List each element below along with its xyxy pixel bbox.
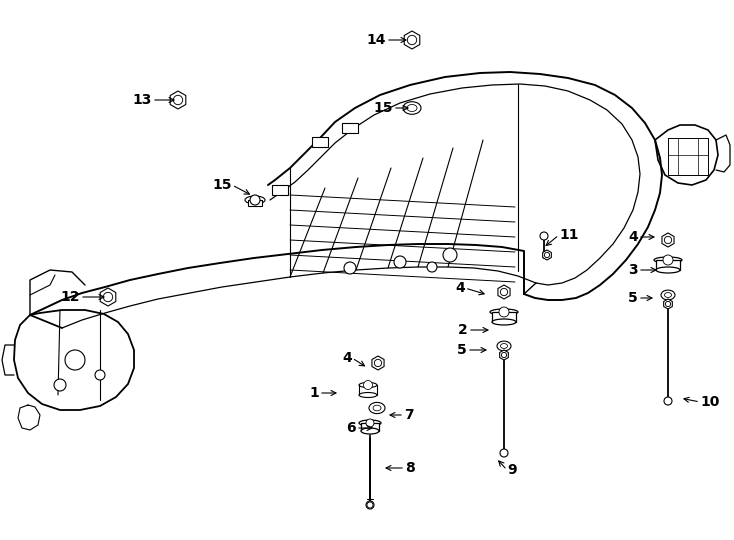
Polygon shape <box>500 350 509 360</box>
Ellipse shape <box>492 319 516 325</box>
Circle shape <box>500 449 508 457</box>
Bar <box>656 260 680 270</box>
Ellipse shape <box>664 293 672 298</box>
Circle shape <box>664 397 672 405</box>
Ellipse shape <box>490 309 518 315</box>
Circle shape <box>499 307 509 317</box>
Text: 2: 2 <box>458 323 468 337</box>
Polygon shape <box>404 31 420 49</box>
Circle shape <box>666 301 671 307</box>
Text: 12: 12 <box>60 290 80 304</box>
Text: 1: 1 <box>309 386 319 400</box>
Polygon shape <box>662 233 674 247</box>
Ellipse shape <box>369 402 385 414</box>
Circle shape <box>664 237 672 244</box>
Bar <box>361 423 379 431</box>
Text: 5: 5 <box>457 343 467 357</box>
Circle shape <box>407 35 417 45</box>
Ellipse shape <box>403 102 421 114</box>
Text: 13: 13 <box>133 93 152 107</box>
Ellipse shape <box>359 382 377 388</box>
Circle shape <box>501 288 508 295</box>
Bar <box>272 185 288 195</box>
Ellipse shape <box>661 290 675 300</box>
Text: 14: 14 <box>366 33 386 47</box>
Circle shape <box>103 292 113 302</box>
Ellipse shape <box>501 343 507 348</box>
Bar <box>492 312 516 322</box>
Text: 11: 11 <box>559 228 578 242</box>
Text: 6: 6 <box>346 421 356 435</box>
Circle shape <box>374 359 382 367</box>
Ellipse shape <box>359 420 381 426</box>
Circle shape <box>663 255 673 265</box>
Ellipse shape <box>497 341 511 351</box>
Circle shape <box>250 195 260 205</box>
Circle shape <box>394 256 406 268</box>
Circle shape <box>427 262 437 272</box>
Ellipse shape <box>407 105 417 111</box>
Circle shape <box>65 350 85 370</box>
Circle shape <box>366 419 374 427</box>
Text: 5: 5 <box>628 291 638 305</box>
Text: 9: 9 <box>507 463 517 477</box>
Bar <box>312 137 328 147</box>
Text: 7: 7 <box>404 408 414 422</box>
Polygon shape <box>101 288 116 306</box>
Ellipse shape <box>361 428 379 434</box>
Text: 3: 3 <box>628 263 638 277</box>
Circle shape <box>344 262 356 274</box>
Polygon shape <box>170 91 186 109</box>
Circle shape <box>363 381 372 389</box>
Ellipse shape <box>656 267 680 273</box>
Circle shape <box>366 501 374 509</box>
Circle shape <box>95 370 105 380</box>
Circle shape <box>501 353 506 357</box>
Circle shape <box>545 252 550 258</box>
Text: 10: 10 <box>700 395 719 409</box>
Circle shape <box>443 248 457 262</box>
Polygon shape <box>498 285 510 299</box>
Polygon shape <box>542 250 551 260</box>
Bar <box>342 123 358 133</box>
Ellipse shape <box>359 393 377 397</box>
Ellipse shape <box>245 196 265 204</box>
Text: 4: 4 <box>455 281 465 295</box>
Circle shape <box>173 96 183 105</box>
Text: 15: 15 <box>213 178 232 192</box>
Ellipse shape <box>373 405 381 411</box>
Text: 15: 15 <box>374 101 393 115</box>
Polygon shape <box>372 356 384 370</box>
Ellipse shape <box>654 257 682 263</box>
Polygon shape <box>664 299 672 309</box>
Bar <box>248 200 262 206</box>
Text: 8: 8 <box>405 461 415 475</box>
Text: 4: 4 <box>628 230 638 244</box>
Text: 4: 4 <box>342 351 352 365</box>
Circle shape <box>540 232 548 240</box>
Circle shape <box>54 379 66 391</box>
Circle shape <box>367 502 373 508</box>
